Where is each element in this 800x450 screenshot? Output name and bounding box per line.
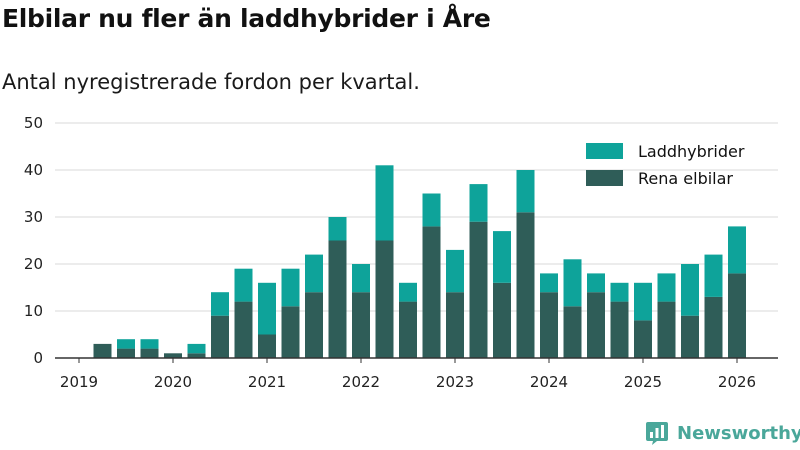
bar-segment — [704, 296, 723, 358]
chart-title: Elbilar nu fler än laddhybrider i Åre — [2, 4, 491, 33]
chart-subtitle: Antal nyregistrerade fordon per kvartal. — [2, 70, 420, 94]
bar-segment — [422, 193, 441, 227]
bar-segment — [375, 165, 394, 241]
y-tick-label: 30 — [24, 208, 43, 226]
x-tick-label: 2019 — [60, 373, 98, 391]
y-tick-label: 40 — [24, 161, 43, 179]
bar-segment — [352, 264, 370, 293]
bar-segment — [446, 249, 464, 293]
y-tick-label: 20 — [24, 255, 43, 273]
y-tick-label: 50 — [24, 114, 43, 132]
bar-segment — [93, 343, 112, 358]
bar-segment — [540, 292, 558, 358]
bar-segment — [281, 306, 300, 358]
x-tick-label: 2025 — [624, 373, 662, 391]
y-tick-label: 0 — [33, 349, 43, 367]
bar-segment — [140, 339, 159, 349]
bar-segment — [187, 343, 206, 354]
bar-segment — [140, 348, 159, 358]
legend: Laddhybrider Rena elbilar — [586, 142, 745, 188]
x-tick-label: 2022 — [342, 373, 380, 391]
bar-segment — [117, 348, 135, 358]
bar-segment — [211, 315, 229, 358]
x-tick-label: 2023 — [436, 373, 474, 391]
bar-segment — [234, 301, 253, 358]
x-tick-label: 2024 — [530, 373, 568, 391]
y-axis-ticks: 0 10 20 30 40 50 — [24, 114, 43, 367]
legend-label: Laddhybrider — [638, 142, 745, 161]
legend-swatch — [586, 143, 623, 159]
bar-segment — [728, 226, 746, 274]
brand-name: Newsworthy — [677, 422, 800, 444]
bar-segment — [305, 292, 323, 358]
bar-segment — [728, 273, 746, 358]
bar-segment — [610, 301, 629, 358]
bar-segment — [399, 282, 417, 302]
bar-segment — [446, 292, 464, 358]
bar-segment — [258, 334, 276, 358]
x-axis-ticks: 2019 2020 2021 2022 2023 2024 2025 2026 — [60, 358, 756, 391]
bars — [93, 165, 746, 358]
bar-segment — [610, 282, 629, 302]
bar-segment — [681, 315, 699, 358]
bar-segment — [587, 273, 605, 293]
bar-segment — [328, 217, 347, 241]
bar-segment — [281, 268, 300, 307]
bar-segment — [634, 320, 652, 358]
bar-segment — [117, 339, 135, 349]
bar-segment — [234, 268, 253, 302]
bar-segment — [328, 240, 347, 358]
bar-segment — [469, 221, 488, 358]
bar-segment — [469, 184, 488, 222]
bar-segment — [187, 353, 206, 358]
legend-label: Rena elbilar — [638, 169, 733, 188]
bar-segment — [164, 353, 182, 358]
newsworthy-brand: Newsworthy — [645, 420, 800, 446]
bar-segment — [681, 264, 699, 316]
x-tick-label: 2021 — [248, 373, 286, 391]
bar-segment — [516, 212, 535, 358]
bar-segment — [587, 292, 605, 358]
x-tick-label: 2020 — [154, 373, 192, 391]
bar-segment — [657, 301, 676, 358]
bar-segment — [704, 254, 723, 297]
legend-swatch — [586, 170, 623, 186]
bar-segment — [399, 301, 417, 358]
bar-segment — [375, 240, 394, 358]
bar-segment — [634, 282, 652, 321]
bar-segment — [563, 259, 582, 307]
x-tick-label: 2026 — [718, 373, 756, 391]
bar-segment — [422, 226, 441, 358]
bar-segment — [352, 292, 370, 358]
bar-segment — [493, 231, 511, 283]
bar-segment — [657, 273, 676, 302]
bar-segment — [211, 292, 229, 316]
bar-segment — [258, 282, 276, 335]
bar-segment — [305, 254, 323, 293]
newsworthy-logo-icon — [646, 422, 668, 445]
y-tick-label: 10 — [24, 302, 43, 320]
bar-segment — [540, 273, 558, 293]
bar-segment — [516, 170, 535, 213]
bar-segment — [493, 282, 511, 358]
bar-segment — [563, 306, 582, 358]
